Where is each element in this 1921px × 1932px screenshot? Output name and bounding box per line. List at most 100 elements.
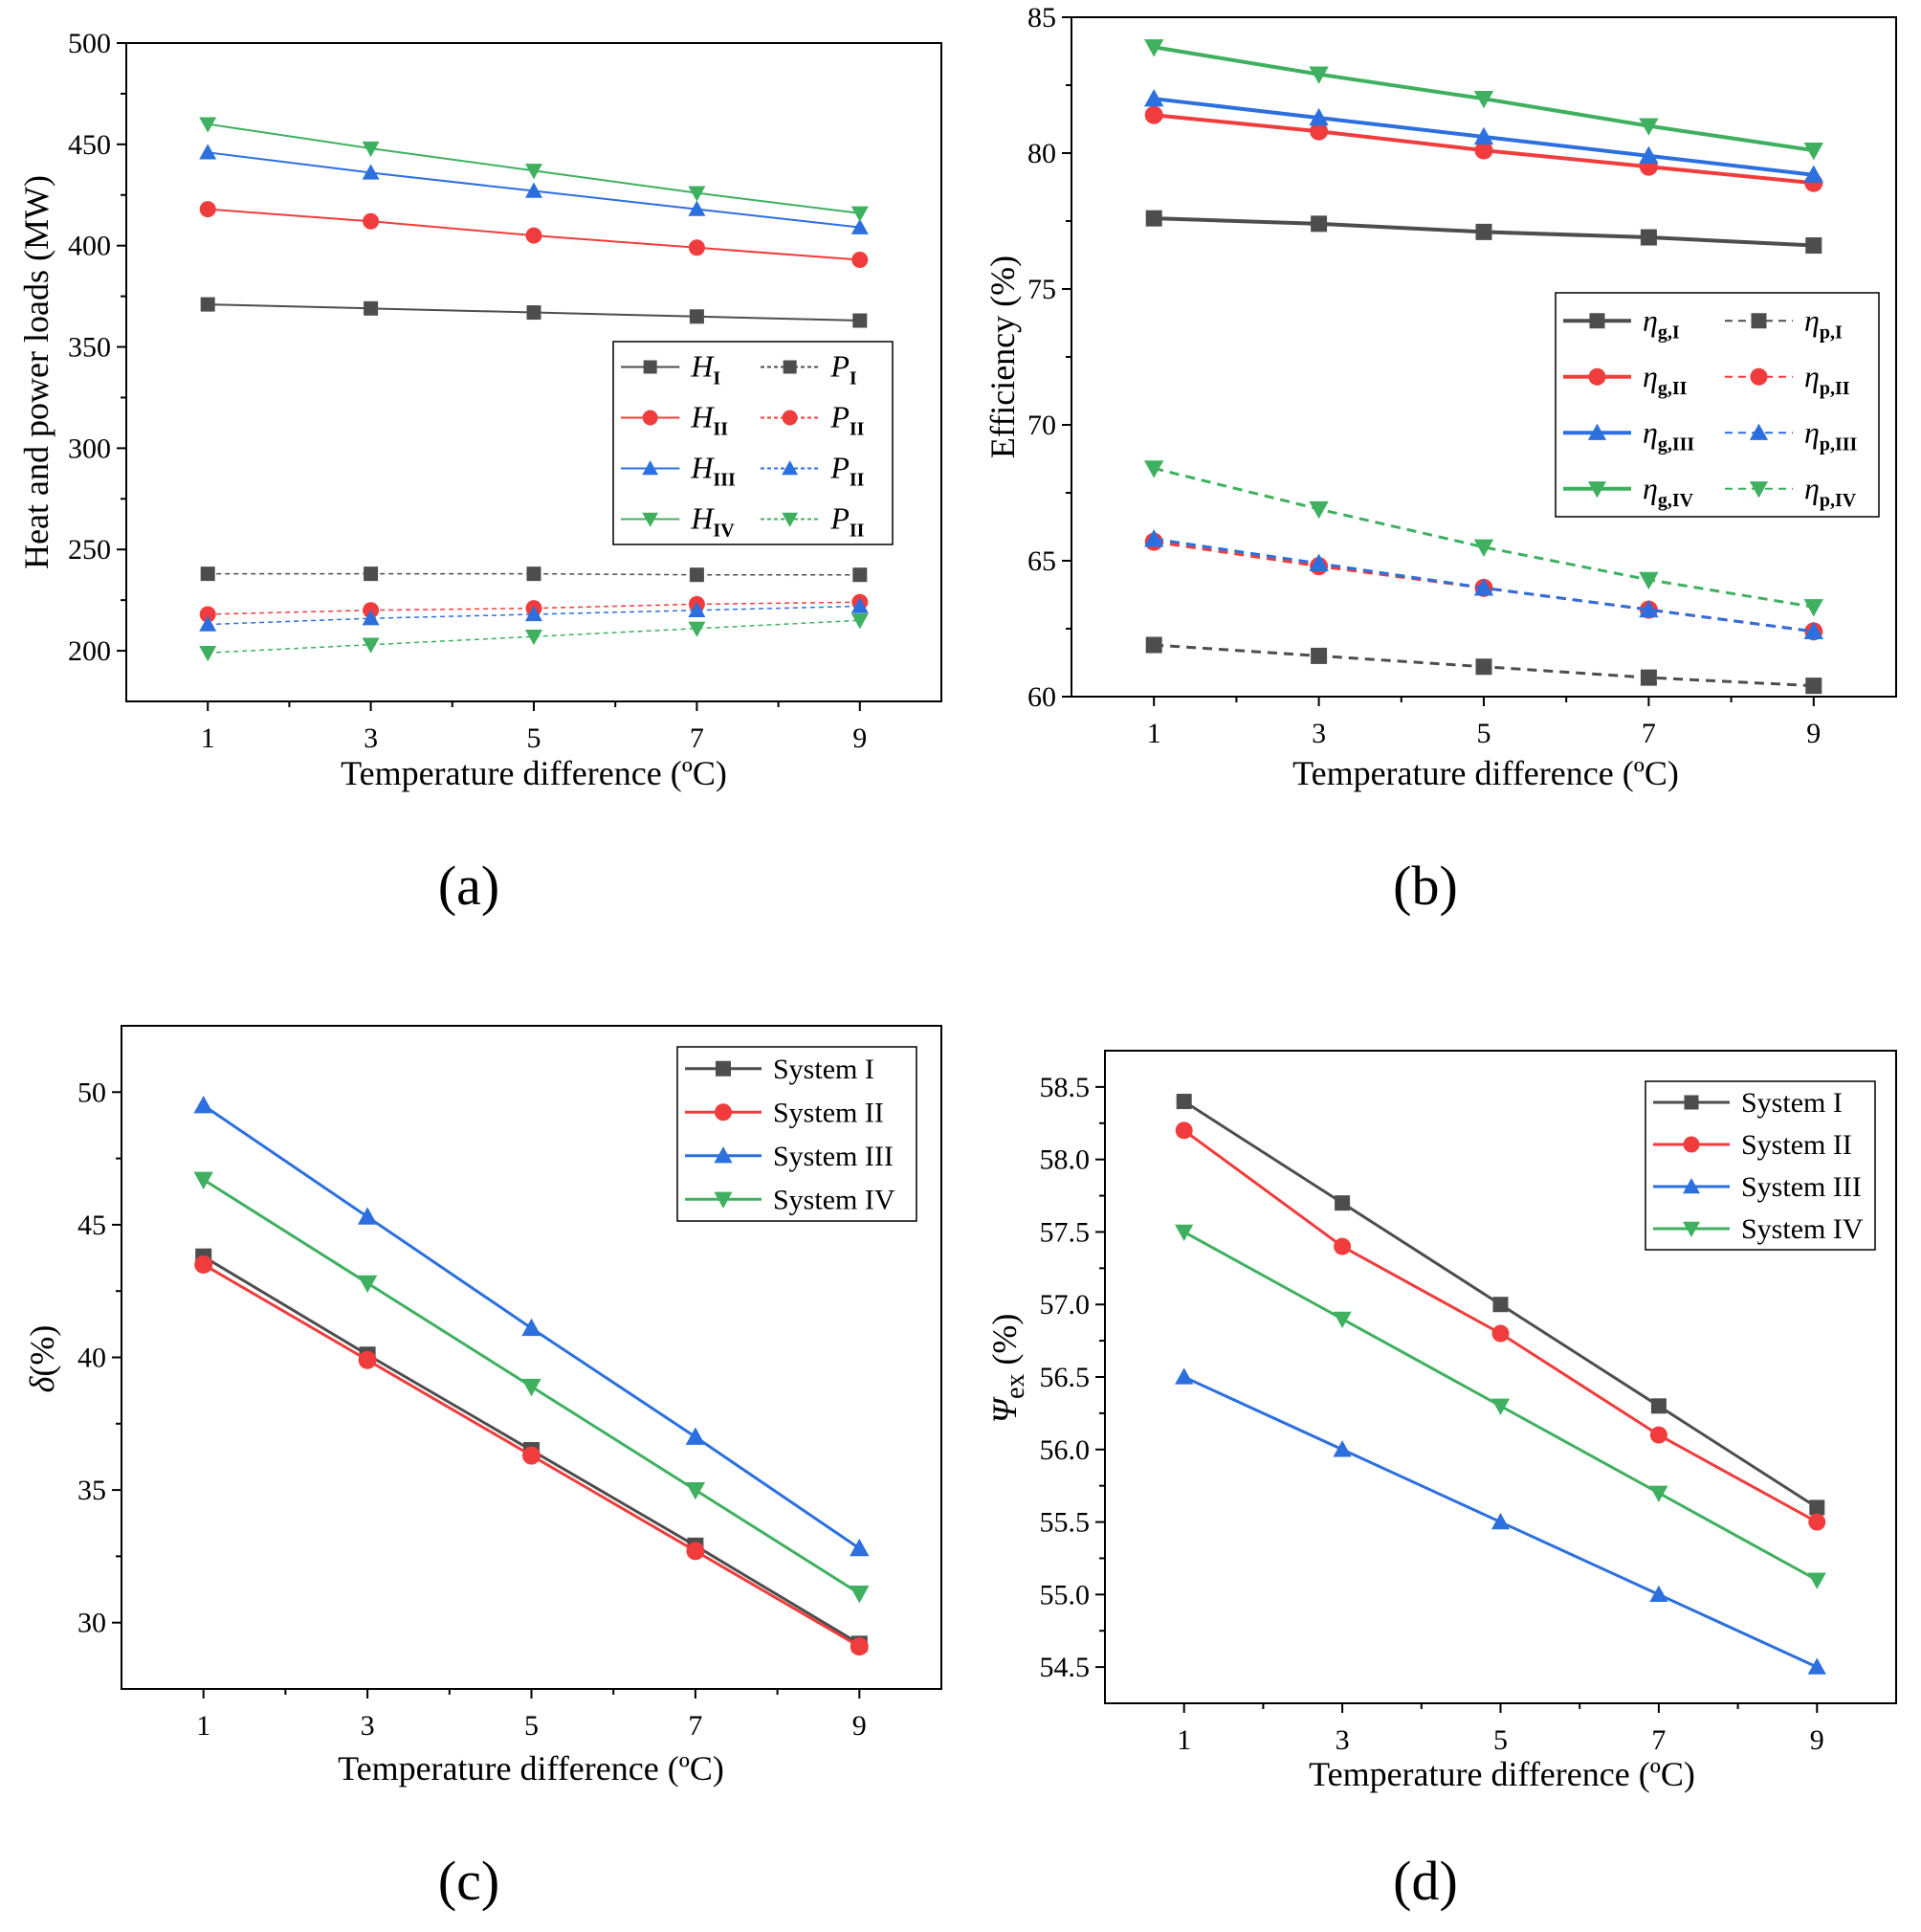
panel-d-y-axis-title: Ψex (%) (985, 1314, 1030, 1424)
panel-d-y-tick-label: 55.5 (1040, 1507, 1091, 1539)
panel-d-data-point (1490, 1398, 1511, 1415)
panel-b-data-point (1803, 165, 1823, 183)
panel-a-y-axis-title: Heat and power loads (MW) (17, 175, 55, 569)
panel-b-data-point (1475, 223, 1492, 240)
panel-c-data-point (850, 1637, 869, 1656)
panel-a-legend-label: PII (829, 501, 864, 542)
panel-d-legend-label: System III (1741, 1171, 1862, 1203)
panel-d-data-point (1492, 1297, 1509, 1313)
panel-d-y-tick-label: 58.0 (1040, 1144, 1091, 1176)
panel-a-data-point (525, 182, 542, 198)
panel-a-x-tick-label: 7 (690, 722, 704, 754)
panel-c-y-axis-symbol: δ (23, 1375, 61, 1392)
panel-d-data-point (1808, 1513, 1826, 1531)
panel-a-data-point (851, 252, 869, 269)
panel-b-legend-label: ηg,IV (1643, 471, 1694, 511)
panel-b-data-point (1639, 599, 1659, 618)
panel-a-legend-label: HIV (690, 501, 735, 542)
panel-a-legend-label: PII (829, 400, 864, 440)
panel-c-x-axis-title: Temperature difference (ºC) (338, 1749, 724, 1788)
panel-c-legend-marker (715, 1103, 732, 1121)
panel-a-y-tick-label: 200 (68, 635, 111, 667)
panel-a-data-point (852, 567, 868, 583)
panel-d-legend-label: System IV (1741, 1213, 1864, 1245)
panel-c-data-point (685, 1481, 706, 1500)
panel-a-axis: 1 3 5 7 9 200 250 300 350 400 450 500 (68, 28, 867, 754)
panel-a-legend-marker (642, 512, 659, 527)
panel-b-data-point (1309, 553, 1329, 571)
panel-a-legend: HI PI HII PII HIII PII HIV PII (612, 341, 894, 545)
panel-b-series (1144, 39, 1823, 695)
panel-a-legend-marker (782, 460, 799, 476)
panel-d-y-tick-label: 55.0 (1040, 1579, 1091, 1610)
panel-b-data-point (1803, 143, 1823, 161)
panel-a-series-line-1 (208, 572, 860, 576)
panel-b-legend-marker (1587, 481, 1607, 499)
panel-d-y-axis-subscript: ex (1001, 1374, 1030, 1399)
panel-b-legend-marker (1751, 313, 1767, 329)
panel-b-legend-marker (1749, 423, 1769, 440)
panel-a-legend-label: HII (690, 400, 728, 440)
panel-b-legend-label: ηp,IV (1804, 471, 1857, 511)
panel-b-y-tick-label: 70 (1027, 410, 1056, 441)
panel-a-data-point (850, 597, 869, 613)
panel-b-data-point (1309, 500, 1329, 520)
panel-c-y-tick-label: 50 (77, 1077, 106, 1108)
panel-c-legend-marker (714, 1191, 733, 1209)
panel-a-data-point (200, 566, 215, 582)
panel-b-data-point (1640, 229, 1657, 246)
panel-d-y-tick-label: 57.0 (1040, 1289, 1091, 1321)
panel-a-legend-marker (642, 410, 658, 426)
panel-a-legend-marker (782, 410, 798, 426)
panel-d-series (1175, 1094, 1826, 1675)
panel-c-data-point (358, 1350, 377, 1369)
panel-a-y-tick-label: 250 (68, 534, 111, 566)
panel-b-x-tick-label: 1 (1147, 718, 1161, 749)
panel-a-data-point (199, 201, 216, 218)
panel-b-data-point (1144, 460, 1164, 478)
panel-b-data-point (1310, 122, 1329, 141)
panel-b-data-point (1144, 39, 1164, 57)
panel-b-data-point (1803, 599, 1823, 617)
panel-c-y-axis-title: δ(%) (23, 1325, 61, 1393)
panel-a-label: (a) (438, 855, 499, 917)
panel-b-legend-label: ηg,III (1643, 414, 1694, 455)
panel-d-x-tick-label: 3 (1336, 1724, 1350, 1756)
panel-c-legend-label: System I (773, 1054, 874, 1085)
panel-b-data-point (1309, 107, 1329, 126)
panel-a-series-line-5 (208, 605, 860, 626)
panel-b-data-point (1639, 118, 1659, 136)
panel-d-data-point (1175, 1121, 1193, 1140)
panel-b-data-point (1473, 91, 1494, 109)
panel-d-label: (d) (1393, 1850, 1458, 1912)
panel-d-x-tick-label: 1 (1177, 1724, 1191, 1756)
panel-a-data-point (526, 305, 541, 321)
panel-d-y-tick-label: 56.5 (1040, 1362, 1091, 1393)
panel-c-data-point (194, 1255, 213, 1274)
panel-c-y-tick-label: 35 (77, 1475, 106, 1506)
panel-c-data-point (685, 1427, 706, 1445)
panel-a-series-line-3 (208, 601, 860, 615)
panel-b-data-point (1144, 529, 1164, 547)
panel-c-legend: System I System II System III System IV (676, 1046, 917, 1222)
panel-d-legend-box (1645, 1080, 1876, 1251)
panel-a-data-point (526, 566, 541, 582)
panel-c-data-point (686, 1542, 705, 1561)
panel-a-y-tick-label: 350 (68, 332, 111, 364)
panel-a-data-point (362, 164, 380, 180)
panel-a-data-point (199, 117, 217, 133)
panel-c-legend-label: System II (773, 1097, 884, 1128)
panel-d-y-tick-label: 58.5 (1040, 1072, 1091, 1103)
panel-a-y-tick-label: 400 (68, 231, 111, 262)
panel-b-legend-marker (1749, 481, 1769, 499)
panel-a-legend-marker (643, 360, 657, 374)
panel-b-y-tick-label: 60 (1027, 681, 1056, 713)
panel-b-data-point (1144, 89, 1164, 107)
panel-b-x-tick-label: 5 (1477, 718, 1491, 749)
panel-b-legend-label: ηp,II (1804, 359, 1850, 399)
panel-a-data-point (199, 615, 217, 632)
panel-d-data-point (1649, 1585, 1668, 1603)
panel-d-data-point (1649, 1426, 1667, 1444)
